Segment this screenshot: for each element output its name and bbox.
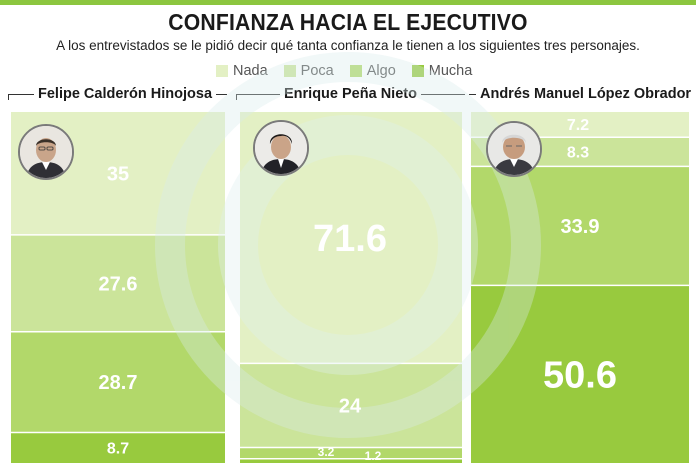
legend-label-mucha: Mucha bbox=[428, 63, 473, 79]
legend-label-algo: Algo bbox=[366, 63, 396, 79]
bar-segment-pena-poca bbox=[240, 363, 462, 448]
avatar-calderon bbox=[18, 124, 74, 180]
bar-segment-lopez-mucha bbox=[471, 285, 689, 463]
bar-segment-lopez-algo bbox=[471, 166, 689, 286]
data-label-calderon-mucha: 8.7 bbox=[107, 440, 129, 457]
legend-swatch-algo bbox=[349, 65, 362, 77]
panel-label-pena: Enrique Peña Nieto bbox=[280, 86, 421, 102]
data-label-lopez-nada: 7.2 bbox=[567, 117, 589, 134]
data-label-lopez-poca: 8.3 bbox=[567, 144, 589, 161]
person-portrait-icon bbox=[488, 123, 540, 175]
bar-segment-pena-mucha bbox=[240, 458, 462, 463]
legend-item-poca: Poca bbox=[283, 63, 334, 79]
legend-swatch-mucha bbox=[411, 65, 424, 77]
avatar-lopez bbox=[486, 121, 542, 177]
legend-label-nada: Nada bbox=[233, 63, 268, 79]
panel-label-lopez: Andrés Manuel López Obrador bbox=[476, 86, 696, 102]
legend-item-mucha: Mucha bbox=[411, 63, 473, 79]
data-label-pena-algo: 3.2 bbox=[318, 445, 335, 459]
person-portrait-icon bbox=[20, 126, 72, 178]
avatar-pena bbox=[253, 120, 309, 176]
bar-segment-pena-algo bbox=[240, 447, 462, 459]
data-label-calderon-nada: 35 bbox=[107, 163, 129, 185]
data-label-lopez-mucha: 50.6 bbox=[543, 354, 617, 396]
legend-swatch-nada bbox=[216, 65, 228, 77]
chart-subtitle: A los entrevistados se le pidió decir qu… bbox=[56, 38, 640, 53]
data-label-pena-poca: 24 bbox=[339, 395, 362, 417]
data-label-pena-nada: 71.6 bbox=[313, 218, 387, 260]
person-portrait-icon bbox=[255, 122, 307, 174]
bar-stack-lopez bbox=[471, 112, 689, 463]
watermark-logo bbox=[155, 52, 541, 438]
data-label-pena-mucha: 1.2 bbox=[365, 449, 382, 463]
data-label-calderon-poca: 27.6 bbox=[99, 273, 138, 295]
top-accent-bar bbox=[0, 0, 696, 5]
legend: Nada Poca Algo Mucha bbox=[216, 61, 472, 81]
legend-item-nada: Nada bbox=[216, 63, 268, 79]
data-label-lopez-algo: 33.9 bbox=[561, 216, 600, 238]
bar-segment-calderon-mucha bbox=[11, 432, 225, 463]
legend-item-algo: Algo bbox=[349, 63, 396, 79]
panel-header-calderon: Felipe Calderón Hinojosa bbox=[8, 86, 227, 104]
bar-segment-calderon-algo bbox=[11, 331, 225, 433]
chart-title: CONFIANZA HACIA EL EJECUTIVO bbox=[168, 9, 528, 35]
panel-label-calderon: Felipe Calderón Hinojosa bbox=[34, 86, 217, 102]
panel-header-pena: Enrique Peña Nieto bbox=[236, 86, 465, 104]
bar-segment-calderon-poca bbox=[11, 234, 225, 332]
legend-swatch-poca bbox=[283, 65, 296, 77]
data-label-calderon-algo: 28.7 bbox=[99, 372, 138, 394]
legend-label-poca: Poca bbox=[300, 63, 334, 79]
panel-header-lopez: Andrés Manuel López Obrador bbox=[469, 86, 696, 104]
